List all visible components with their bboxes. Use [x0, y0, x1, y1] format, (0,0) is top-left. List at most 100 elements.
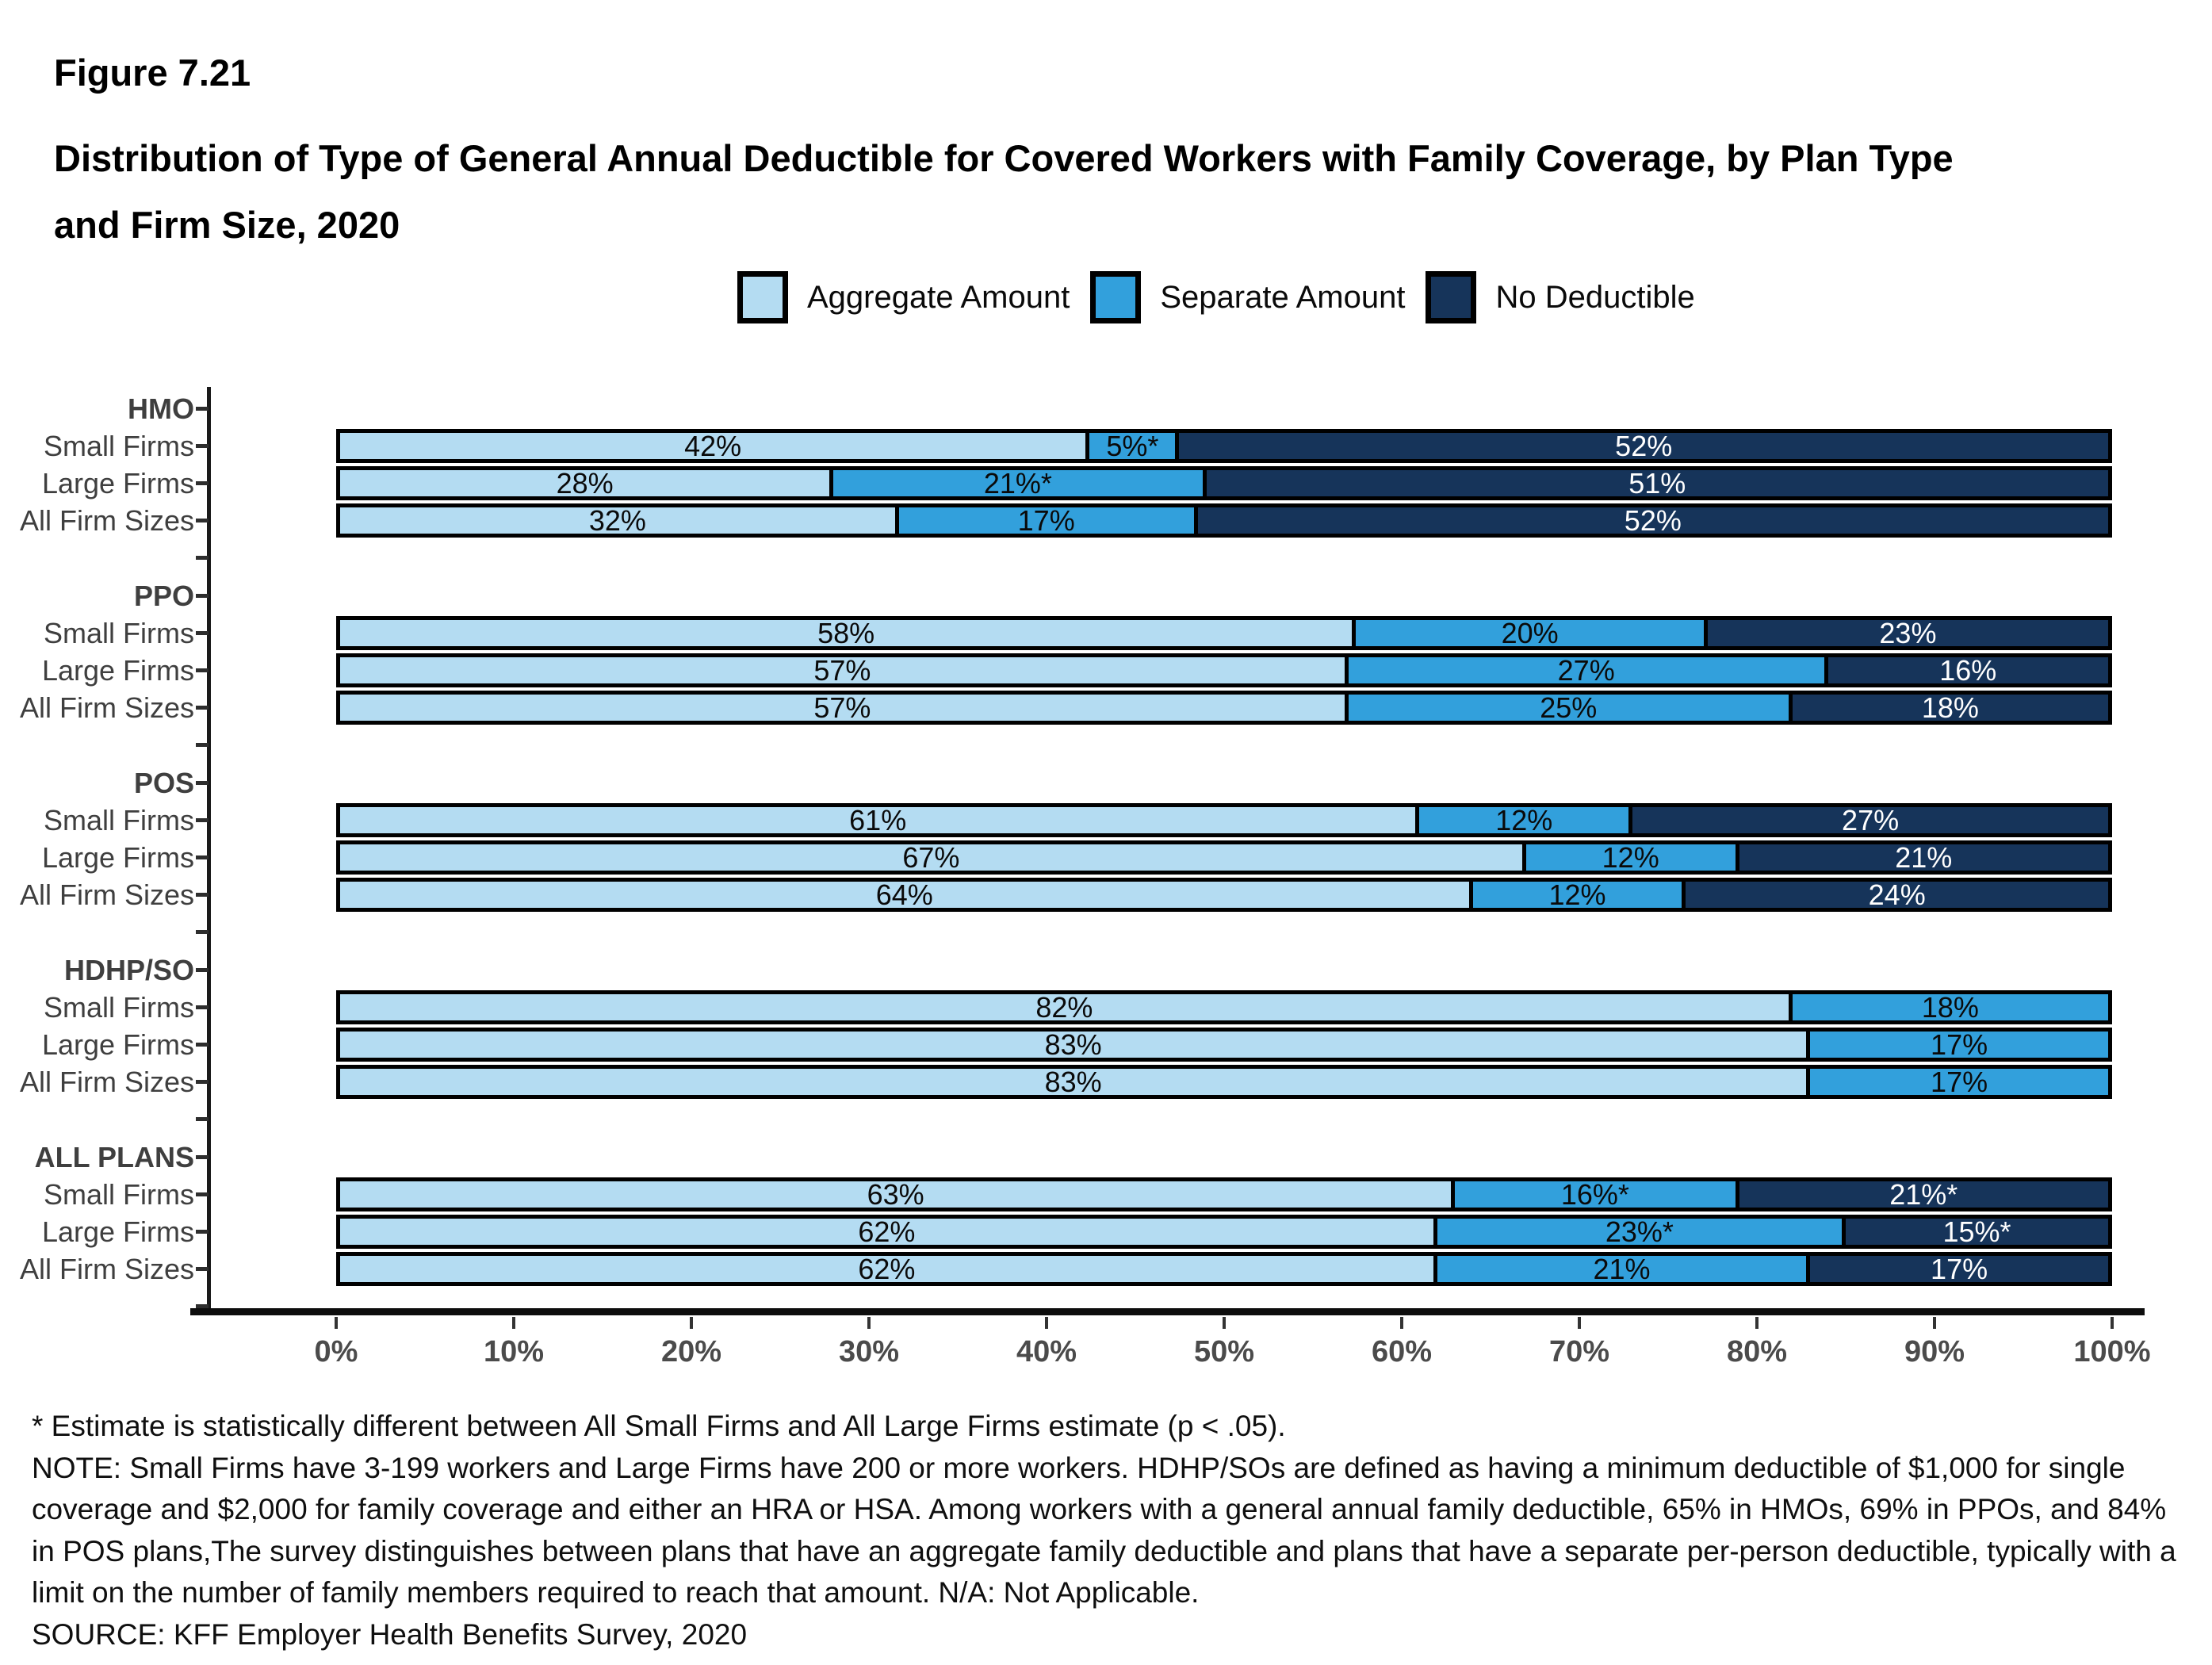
y-axis-tick — [196, 1080, 209, 1084]
bar-value-label: 17% — [1017, 503, 1075, 537]
plan-type-label: HDHP/SO — [63, 954, 194, 986]
bar-row-pos-large-firms: Large Firms 67% 12% 21% — [0, 839, 2212, 876]
y-axis-tick — [196, 1117, 209, 1121]
bar-segment-separate-amount: 25% — [1348, 691, 1793, 725]
group-label-row-pos: POS — [0, 764, 2212, 802]
bar-segment-no-deductible: 17% — [1810, 1252, 2112, 1286]
bar-value-label: 16% — [1939, 653, 1997, 687]
bar-value-label: 62% — [858, 1252, 916, 1285]
y-axis-tick — [196, 1192, 209, 1196]
y-axis-line — [207, 387, 211, 1313]
stacked-bar-hdhp-so-small-firms: 82% 18% — [336, 990, 2112, 1024]
y-axis-tick — [196, 1304, 209, 1308]
x-axis-tick — [512, 1317, 515, 1329]
y-axis-tick — [196, 668, 209, 672]
y-axis-tick — [196, 481, 209, 485]
group-label-row-hmo: HMO — [0, 390, 2212, 427]
bar-segment-separate-amount: 5%* — [1089, 429, 1180, 463]
bar-segment-separate-amount: 17% — [1810, 1065, 2112, 1099]
x-tick-label-90: 90% — [1904, 1335, 1965, 1368]
bar-segment-aggregate-amount: 82% — [336, 990, 1793, 1024]
legend-item-separate-amount: Separate Amount — [1090, 271, 1405, 323]
bar-segment-aggregate-amount: 62% — [336, 1215, 1437, 1249]
plan-type-label: PPO — [133, 580, 194, 612]
plan-group-ppo: PPO Small Firms 58% 20% 23% Large Firms 57% 27%… — [0, 577, 2212, 764]
x-tick-label-50: 50% — [1193, 1335, 1255, 1368]
bar-segment-aggregate-amount: 62% — [336, 1252, 1437, 1286]
stacked-bar-pos-all-firm-sizes: 64% 12% 24% — [336, 878, 2112, 912]
bar-value-label: 12% — [1495, 803, 1553, 836]
bar-segment-aggregate-amount: 58% — [336, 616, 1357, 650]
firm-size-label: All Firm Sizes — [19, 878, 194, 911]
x-axis-tick — [690, 1317, 693, 1329]
bar-segment-no-deductible: 21%* — [1739, 1177, 2112, 1211]
bar-row-pos-small-firms: Small Firms 61% 12% 27% — [0, 802, 2212, 839]
stacked-bar-all-plans-all-firm-sizes: 62% 21% 17% — [336, 1252, 2112, 1286]
bar-row-hdhp-so-large-firms: Large Firms 83% 17% — [0, 1026, 2212, 1063]
firm-size-label: All Firm Sizes — [19, 691, 194, 724]
bar-value-label: 21% — [1593, 1252, 1651, 1285]
bar-value-label: 21%* — [1889, 1177, 1958, 1211]
x-axis-tick — [1578, 1317, 1581, 1329]
bar-segment-separate-amount: 12% — [1525, 840, 1739, 875]
bar-value-label: 67% — [902, 840, 960, 874]
firm-size-label: All Firm Sizes — [19, 504, 194, 537]
bar-segment-separate-amount: 27% — [1348, 653, 1828, 687]
bar-value-label: 18% — [1921, 691, 1979, 724]
bar-row-ppo-all-firm-sizes: All Firm Sizes 57% 25% 18% — [0, 689, 2212, 726]
firm-size-label: Small Firms — [44, 1178, 194, 1211]
x-axis-tick — [2111, 1317, 2114, 1329]
x-tick-label-60: 60% — [1371, 1335, 1433, 1368]
bar-segment-separate-amount: 21%* — [833, 466, 1207, 500]
bar-value-label: 83% — [1044, 1065, 1102, 1098]
legend-label: No Deductible — [1495, 279, 1695, 315]
bar-row-all-plans-large-firms: Large Firms 62% 23%* 15%* — [0, 1213, 2212, 1250]
bar-segment-no-deductible: 52% — [1197, 503, 2112, 538]
bar-segment-aggregate-amount: 57% — [336, 653, 1349, 687]
stacked-bar-hdhp-so-all-firm-sizes: 83% 17% — [336, 1065, 2112, 1099]
footnote-source: SOURCE: KFF Employer Health Benefits Sur… — [32, 1617, 748, 1651]
x-axis-tick — [1223, 1317, 1226, 1329]
bar-value-label: 28% — [556, 466, 614, 500]
y-axis-tick — [196, 968, 209, 972]
bar-value-label: 15%* — [1942, 1215, 2011, 1248]
bar-segment-no-deductible: 24% — [1686, 878, 2112, 912]
legend: Aggregate Amount Separate Amount No Deduct… — [737, 271, 1716, 323]
legend-item-aggregate-amount: Aggregate Amount — [737, 271, 1070, 323]
x-tick-label-100: 100% — [2073, 1335, 2151, 1368]
firm-size-label: Large Firms — [41, 467, 194, 500]
bar-value-label: 32% — [588, 503, 646, 537]
y-axis-tick — [196, 706, 209, 710]
legend-swatch-no-deductible — [1426, 271, 1477, 323]
stacked-bar-all-plans-large-firms: 62% 23%* 15%* — [336, 1215, 2112, 1249]
stacked-bar-pos-large-firms: 67% 12% 21% — [336, 840, 2112, 875]
bar-value-label: 25% — [1540, 691, 1598, 724]
legend-label: Separate Amount — [1160, 279, 1406, 315]
stacked-bar-hdhp-so-large-firms: 83% 17% — [336, 1028, 2112, 1062]
bar-segment-no-deductible: 27% — [1632, 803, 2112, 837]
bar-value-label: 27% — [1557, 653, 1615, 687]
legend-label: Aggregate Amount — [807, 279, 1070, 315]
bar-value-label: 5%* — [1106, 429, 1159, 462]
y-axis-tick — [196, 1267, 209, 1271]
bar-segment-separate-amount: 21% — [1437, 1252, 1811, 1286]
bar-value-label: 21% — [1895, 840, 1953, 874]
bar-segment-separate-amount: 18% — [1792, 990, 2112, 1024]
plot-rows: HMO Small Firms 42% 5%* 52% Large Firms 28% 21%… — [0, 390, 2212, 1326]
bar-value-label: 63% — [867, 1177, 924, 1211]
bar-row-hdhp-so-small-firms: Small Firms 82% 18% — [0, 989, 2212, 1026]
bar-segment-separate-amount: 20% — [1356, 616, 1708, 650]
x-tick-label-30: 30% — [838, 1335, 900, 1368]
bar-segment-aggregate-amount: 67% — [336, 840, 1526, 875]
legend-swatch-separate-amount — [1090, 271, 1142, 323]
bar-segment-no-deductible: 52% — [1179, 429, 2112, 463]
y-axis-tick — [196, 594, 209, 598]
stacked-bar-ppo-all-firm-sizes: 57% 25% 18% — [336, 691, 2112, 725]
y-axis-tick — [196, 1155, 209, 1159]
legend-item-no-deductible: No Deductible — [1426, 271, 1695, 323]
bar-row-hdhp-so-all-firm-sizes: All Firm Sizes 83% 17% — [0, 1063, 2212, 1100]
firm-size-label: Small Firms — [44, 617, 194, 649]
y-axis-tick — [196, 556, 209, 560]
bar-row-ppo-spacer — [0, 726, 2212, 764]
